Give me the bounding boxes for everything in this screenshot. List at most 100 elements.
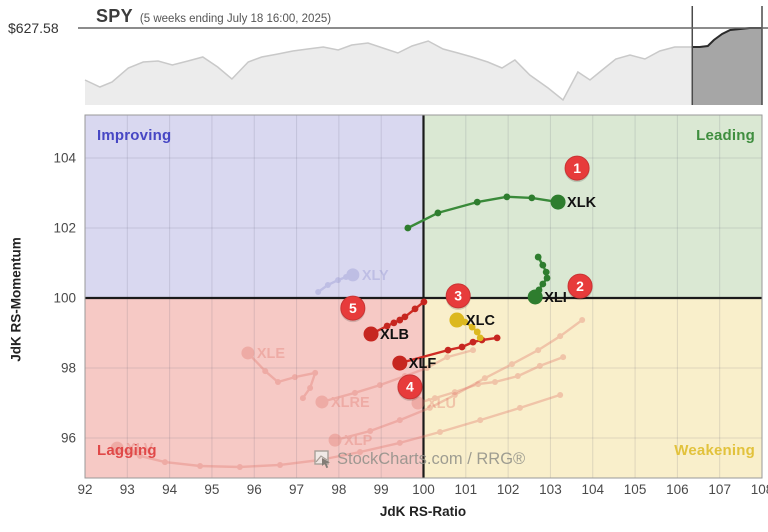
tail-dot-XLF (469, 338, 477, 346)
tail-dot-XLC (468, 323, 476, 331)
head-XLP[interactable] (328, 433, 342, 447)
tail-XLI: XLI (527, 253, 567, 306)
tail-dot-XLE (299, 395, 306, 402)
head-XLK[interactable] (550, 194, 566, 210)
badge-3: 3 (445, 283, 471, 310)
x-tick-label: 97 (289, 482, 304, 497)
chart-cursor-icon (314, 450, 330, 469)
tail-dot-XLE (274, 379, 281, 385)
y-tick-label: 98 (61, 361, 76, 376)
badge-circle (340, 295, 366, 321)
tail-dot-XLK (404, 224, 412, 232)
x-tick-label: 93 (120, 482, 135, 497)
badge-number: 4 (406, 379, 414, 395)
head-XLV[interactable] (110, 441, 124, 455)
label-XLRE[interactable]: XLRE (331, 395, 370, 411)
tail-XLU: XLU (411, 354, 567, 412)
x-tick-label: 96 (247, 482, 262, 497)
tail-XLE: XLE (241, 346, 319, 402)
x-tick-label: 104 (581, 482, 604, 497)
tail-dot-XLRE (376, 382, 383, 389)
tail-dot-XLP (579, 317, 586, 324)
tail-XLC: XLC (449, 312, 496, 342)
label-XLU[interactable]: XLU (427, 396, 456, 412)
tail-line-XLP (333, 318, 584, 442)
label-XLB[interactable]: XLB (380, 327, 409, 343)
watermark: StockCharts.com / RRG® (314, 450, 525, 469)
y-axis-title: JdK RS-Momentum (8, 237, 24, 362)
head-XLU[interactable] (411, 396, 425, 410)
tail-line-XLE (246, 351, 317, 400)
badge-number: 3 (454, 288, 462, 304)
plot-border (84, 114, 763, 479)
x-tick-label: 98 (331, 482, 346, 497)
price-line (84, 27, 762, 102)
badge-circle (567, 273, 593, 299)
label-XLK[interactable]: XLK (567, 195, 597, 211)
label-XLI[interactable]: XLI (544, 290, 567, 306)
tail-dot-XLU (451, 389, 458, 396)
tail-dot-XLU (492, 379, 499, 385)
tail-dot-XLC (473, 328, 481, 336)
badge-1: 1 (564, 155, 590, 183)
quadrant-label-weakening: Weakening (674, 442, 755, 459)
label-XLV[interactable]: XLV (126, 441, 153, 457)
head-XLRE[interactable] (315, 395, 329, 409)
tail-dot-XLU (431, 395, 438, 402)
tail-dot-XLB (390, 319, 398, 327)
x-tick-label: 92 (77, 482, 92, 497)
tail-dot-XLY (343, 274, 350, 280)
head-XLI[interactable] (527, 289, 543, 305)
label-XLC[interactable]: XLC (466, 313, 496, 329)
tail-dot-XLU (560, 354, 567, 361)
tail-dot-XLRE (423, 365, 430, 371)
tail-dot-XLV (137, 452, 144, 459)
head-XLB[interactable] (363, 326, 379, 342)
tail-dot-XLU (514, 373, 521, 380)
head-XLY[interactable] (346, 268, 360, 282)
label-XLE[interactable]: XLE (257, 346, 286, 362)
badge-2: 2 (567, 273, 593, 301)
tail-dot-XLB (401, 313, 409, 321)
tail-XLK: XLK (404, 193, 597, 232)
tail-dot-XLI (539, 280, 547, 288)
x-axis-title: JdK RS-Ratio (379, 504, 467, 519)
leading-quadrant (423, 115, 762, 298)
tail-dot-XLK (503, 193, 511, 201)
tail-dot-XLV (236, 464, 243, 471)
tail-dot-XLE (312, 369, 319, 376)
chart-title: SPY (5 weeks ending July 18 16:00, 2025) (96, 6, 331, 27)
tail-dot-XLRE (444, 354, 451, 361)
highlight-window-area (692, 28, 762, 105)
badge-circle (445, 283, 471, 309)
tail-dot-XLI (534, 253, 542, 261)
tail-dot-XLP (426, 404, 433, 411)
tail-dot-XLB (411, 305, 419, 313)
label-XLY[interactable]: XLY (362, 268, 389, 284)
tail-dot-XLRE (351, 389, 358, 396)
tail-dot-XLF (458, 343, 466, 351)
x-tick-label: 94 (162, 482, 178, 497)
tail-dot-XLV (277, 461, 284, 468)
tail-dot-XLU (475, 381, 482, 388)
weakening-quadrant (423, 298, 762, 478)
tail-dot-XLE (291, 374, 298, 381)
head-XLF[interactable] (392, 355, 408, 371)
head-XLC[interactable] (449, 312, 465, 328)
head-XLE[interactable] (241, 346, 255, 360)
x-tick-label: 107 (708, 482, 731, 497)
label-XLP[interactable]: XLP (344, 433, 373, 449)
tail-dot-XLU (536, 362, 543, 369)
tail-line-XLY (316, 273, 354, 294)
label-XLF[interactable]: XLF (409, 356, 437, 372)
x-tick-label: 103 (539, 482, 562, 497)
y-tick-label: 102 (53, 221, 76, 236)
tail-dot-XLI (542, 268, 550, 276)
tail-dot-XLRE (470, 347, 477, 354)
spy-price-chart (78, 6, 768, 105)
tail-XLP: XLP (328, 317, 586, 449)
tail-dot-XLY (324, 282, 331, 289)
tail-dot-XLV (161, 459, 168, 466)
tail-XLF: XLF (392, 334, 501, 372)
date-range-subtitle: (5 weeks ending July 18 16:00, 2025) (139, 13, 332, 25)
